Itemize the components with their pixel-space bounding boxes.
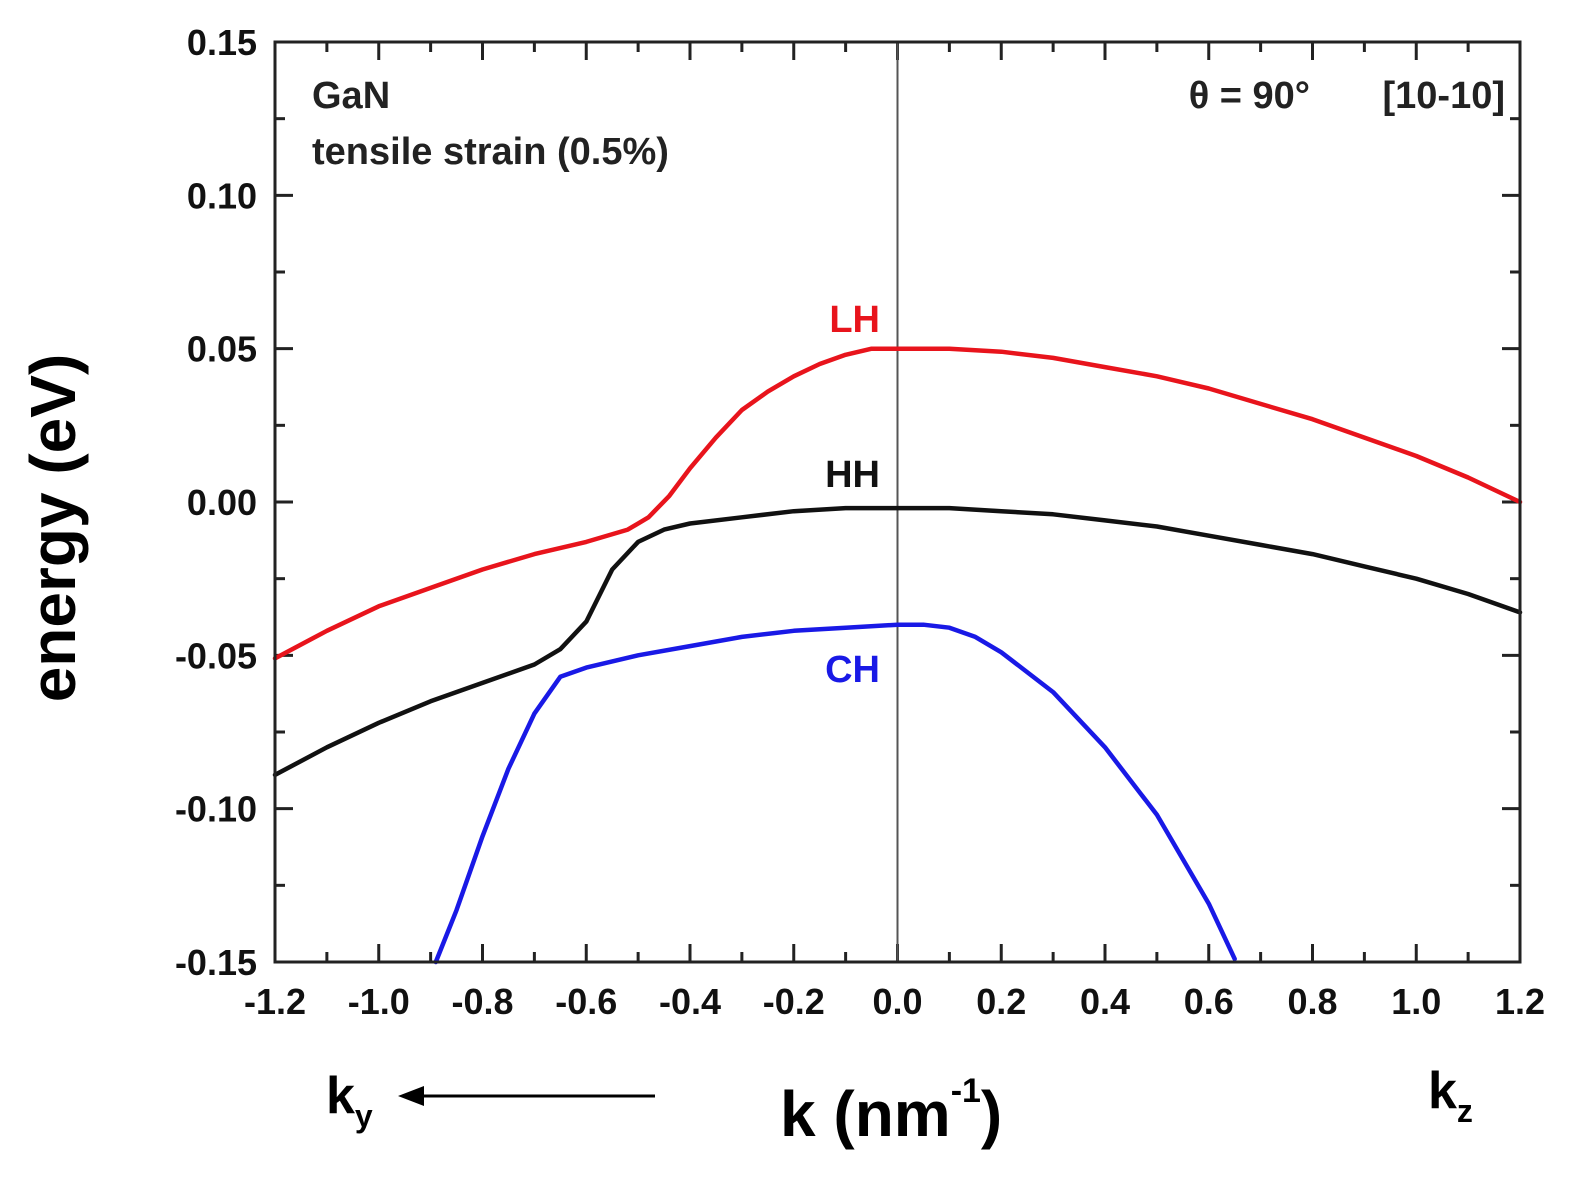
series-line-hh <box>272 505 1523 778</box>
ticks-layer: -1.2 -1.0 -0.8 -0.6 -0.4 -0.2 0.0 0.2 0.4 0.6 0.8 1… <box>175 22 1545 1022</box>
x-tick-label: 1.2 <box>1495 981 1545 1022</box>
x-tick-label: 1.0 <box>1391 981 1441 1022</box>
ky-arrow-head-icon <box>398 1086 424 1106</box>
direction-annotation: [10-10] <box>1383 75 1506 117</box>
x-tick-label: -0.4 <box>659 981 721 1022</box>
series-label-lh: LH <box>829 299 880 341</box>
x-tick-label: 0.4 <box>1080 981 1130 1022</box>
series-label-ch: CH <box>825 649 880 691</box>
material-annotation: GaN <box>312 75 390 117</box>
kz-direction-label: kz <box>1428 1062 1473 1129</box>
ky-label-sub: y <box>355 1098 373 1134</box>
x-tick-label: 0.2 <box>976 981 1026 1022</box>
ky-direction-label: ky <box>326 1067 373 1134</box>
ky-label-base: k <box>326 1067 355 1125</box>
y-tick-label: -0.05 <box>175 635 257 676</box>
y-tick-label: -0.10 <box>175 789 257 830</box>
x-axis-title-exponent: -1 <box>951 1072 981 1110</box>
x-axis-title-close: ) <box>981 1078 1002 1150</box>
y-tick-label: 0.00 <box>187 482 257 523</box>
x-tick-label: 0.8 <box>1287 981 1337 1022</box>
x-axis-title: k (nm-1) <box>780 1072 1002 1150</box>
series-layer <box>272 346 1523 965</box>
kz-label-base: k <box>1428 1062 1457 1120</box>
plot-frame <box>273 40 1522 964</box>
x-axis-title-base: k (nm <box>780 1078 951 1150</box>
series-label-hh: HH <box>825 454 880 496</box>
y-tick-label: -0.15 <box>175 942 257 983</box>
x-tick-label: -0.6 <box>555 981 617 1022</box>
x-tick-label: 0.6 <box>1184 981 1234 1022</box>
kz-label-sub: z <box>1457 1093 1473 1129</box>
x-tick-label: -0.8 <box>451 981 513 1022</box>
y-tick-label: 0.05 <box>187 329 257 370</box>
strain-annotation: tensile strain (0.5%) <box>312 131 669 173</box>
x-tick-label: -1.2 <box>244 981 306 1022</box>
series-line-ch <box>433 622 1237 965</box>
x-tick-label: -0.2 <box>763 981 825 1022</box>
angle-annotation: θ = 90° <box>1189 75 1310 117</box>
x-tick-label: -1.0 <box>348 981 410 1022</box>
series-line-lh <box>272 346 1523 661</box>
y-axis-title: energy (eV) <box>17 354 89 703</box>
y-tick-label: 0.15 <box>187 22 257 63</box>
y-tick-label: 0.10 <box>187 175 257 216</box>
x-tick-label: 0.0 <box>872 981 922 1022</box>
